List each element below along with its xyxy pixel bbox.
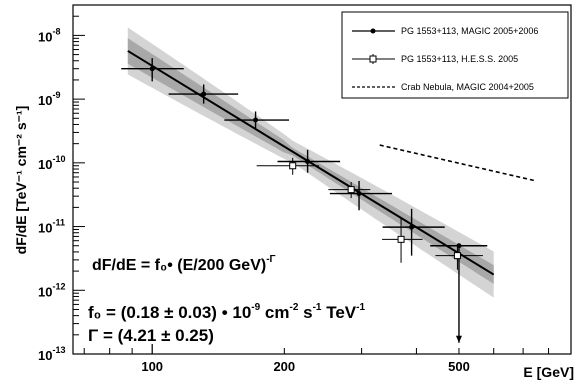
crab-nebula-series	[379, 144, 537, 182]
x-tick-label-0: 100	[141, 359, 163, 374]
hess-point-2	[382, 217, 423, 263]
y-tick-label-3: 10-11	[38, 218, 65, 236]
y-tick-label-0: 10-8	[38, 26, 60, 44]
hess-marker-1	[347, 186, 355, 194]
x-axis-ticks: 100 200 500	[83, 344, 572, 374]
legend: PG 1553+113, MAGIC 2005+2006 PG 1553+113…	[341, 11, 569, 99]
magic-point-4	[329, 180, 393, 211]
legend-label-magic: PG 1553+113, MAGIC 2005+2006	[401, 26, 538, 36]
magic-point-0	[121, 58, 184, 82]
magic-marker-5	[409, 224, 415, 230]
y-tick-label-2: 10-10	[38, 154, 65, 172]
hess-series	[256, 157, 483, 270]
y-axis-title: dF/dE [TeV⁻¹ cm⁻² s⁻¹]	[13, 106, 29, 255]
f0-annotation: f₀ = (0.18 ± 0.03) • 10-9 cm-2 s-1 TeV-1	[88, 302, 365, 322]
x-tick-label-1: 200	[273, 359, 295, 374]
magic-marker-0	[149, 66, 155, 72]
y-axis-ticks: 10-8 10-9 10-10 10-11 10-12 10-13	[38, 15, 85, 363]
magic-point-5	[382, 208, 445, 256]
magic-series	[121, 58, 488, 343]
fit-line-group	[127, 50, 495, 276]
hess-marker-0	[289, 162, 297, 170]
magic-point-3	[277, 149, 341, 173]
magic-marker-1	[201, 91, 207, 97]
legend-label-crab: Crab Nebula, MAGIC 2004+2005	[401, 82, 534, 92]
hess-point-1	[328, 182, 371, 199]
legend-box	[341, 11, 569, 99]
magic-point-6	[430, 243, 488, 343]
magic-point-1	[168, 84, 239, 104]
hess-marker-2	[397, 235, 405, 243]
magic-upper-limit-arrow-6	[455, 335, 462, 343]
y-tick-label-1: 10-9	[38, 90, 60, 108]
x-axis-title: E [GeV]	[523, 364, 574, 380]
magic-marker-4	[356, 191, 362, 197]
gamma-annotation: Γ = (4.21 ± 0.25)	[88, 326, 214, 345]
legend-entry-magic: PG 1553+113, MAGIC 2005+2006	[352, 26, 538, 36]
plot-frame	[72, 4, 572, 355]
y-tick-label-5: 10-13	[38, 345, 65, 363]
legend-entry-crab: Crab Nebula, MAGIC 2004+2005	[352, 82, 534, 92]
legend-label-hess: PG 1553+113, H.E.S.S. 2005	[401, 54, 518, 64]
magic-point-2	[224, 111, 290, 129]
hess-marker-3	[453, 252, 461, 260]
legend-entry-hess: PG 1553+113, H.E.S.S. 2005	[352, 54, 518, 64]
x-tick-label-2: 500	[448, 359, 470, 374]
y-tick-label-4: 10-12	[38, 281, 65, 299]
crab-nebula-line	[379, 144, 537, 182]
magic-marker-2	[253, 117, 259, 123]
formula-annotation: dF/dE = f₀• (E/200 GeV)-Γ	[92, 254, 276, 274]
hess-point-3	[435, 244, 483, 270]
magic-marker-3	[305, 158, 311, 164]
fit-line	[127, 50, 495, 276]
hess-point-0	[256, 157, 320, 175]
